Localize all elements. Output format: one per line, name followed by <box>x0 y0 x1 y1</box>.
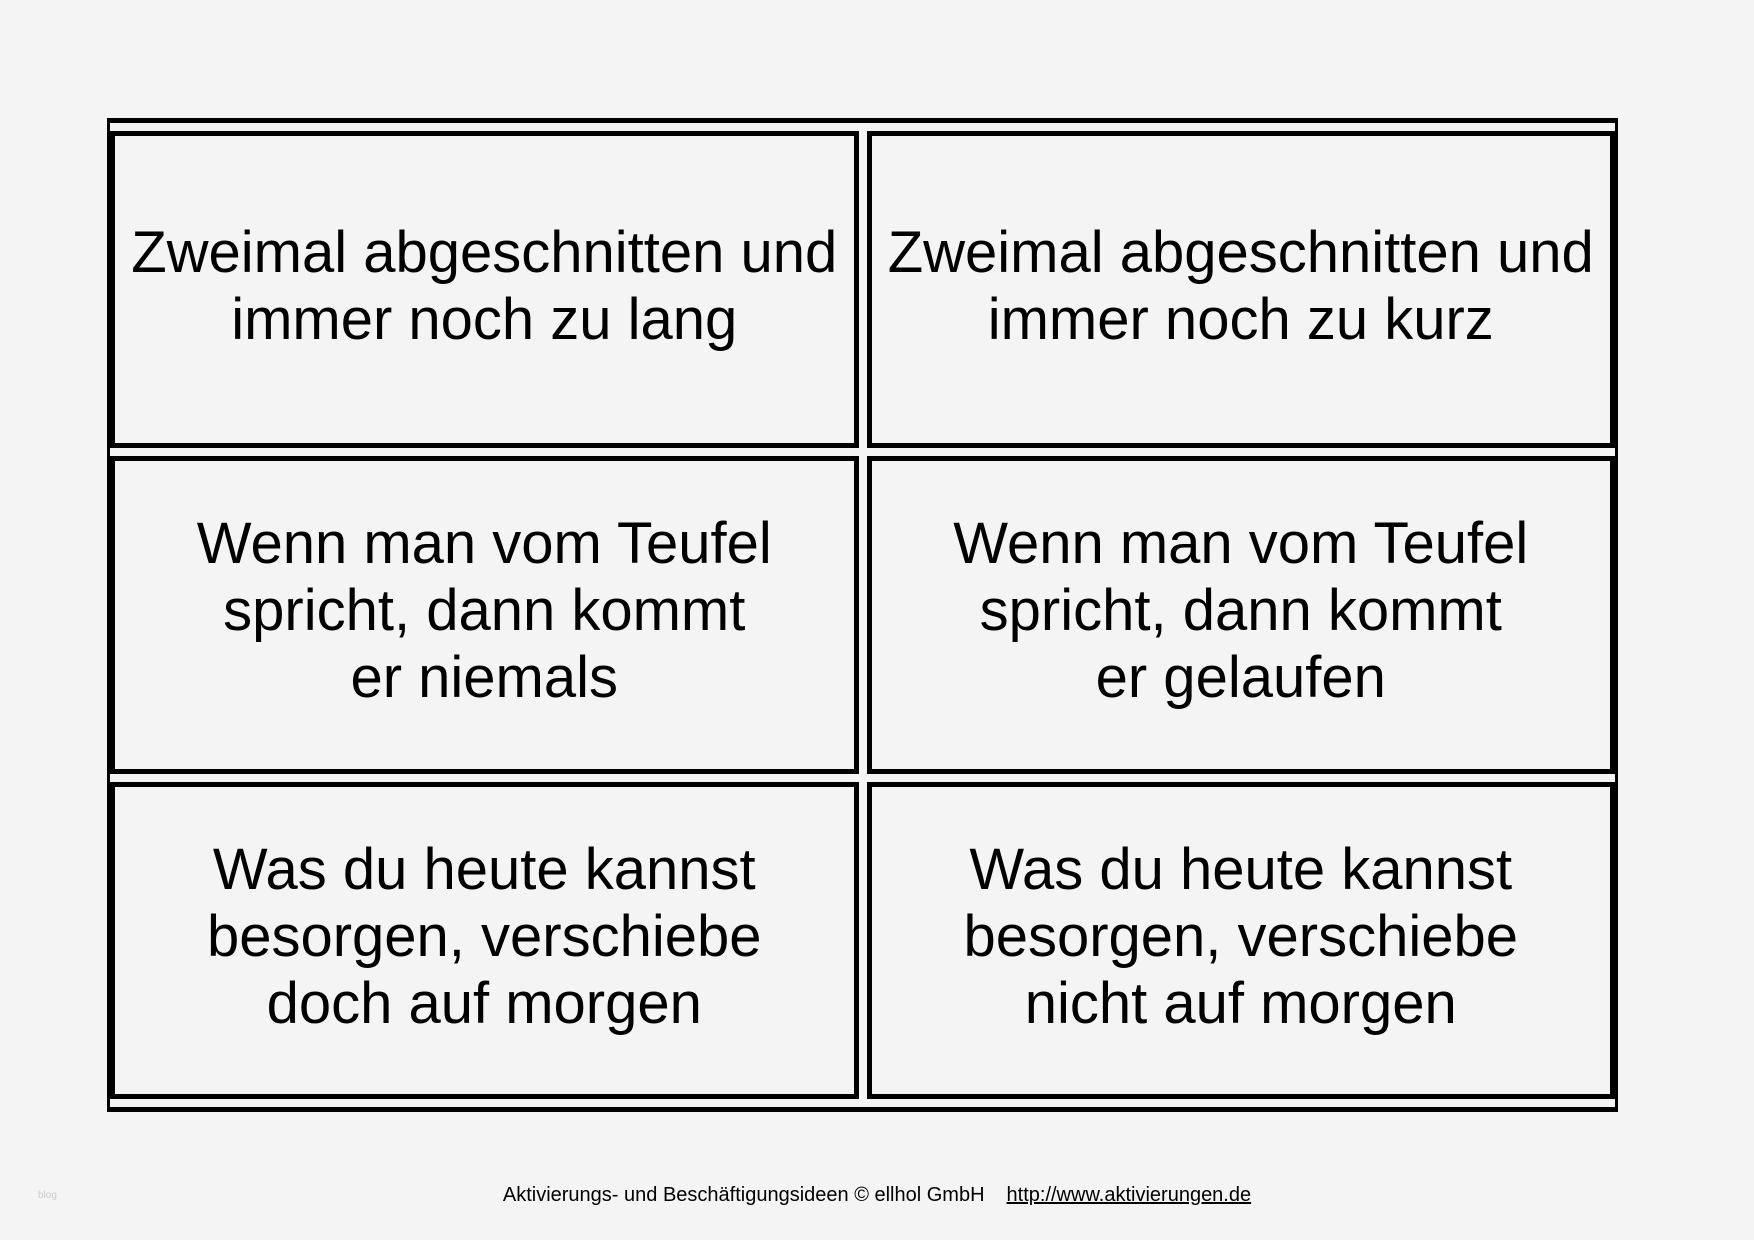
outer-right-line <box>1615 118 1618 1112</box>
watermark: blog <box>38 1190 57 1201</box>
outer-top-line <box>107 118 1618 123</box>
outer-bottom-line <box>107 1107 1618 1112</box>
card: Zweimal abgeschnitten und immer noch zu … <box>866 131 1615 449</box>
card: Was du heute kannst besorgen, verschiebe… <box>110 781 859 1099</box>
card-text: Zweimal abgeschnitten und immer noch zu … <box>131 219 838 352</box>
footer-link[interactable]: http://www.aktivierungen.de <box>1006 1184 1252 1206</box>
card: Was du heute kannst besorgen, verschiebe… <box>866 781 1615 1099</box>
card-text: Zweimal abgeschnitten und immer noch zu … <box>887 219 1594 352</box>
card-text: Was du heute kannst besorgen, verschiebe… <box>206 836 762 1036</box>
footer-copyright: Aktivierungs- und Beschäftigungsideen © … <box>502 1184 985 1206</box>
card: Wenn man vom Teufel spricht, dann kommt … <box>110 456 859 774</box>
card: Zweimal abgeschnitten und immer noch zu … <box>110 131 859 449</box>
footer: Aktivierungs- und Beschäftigungsideen © … <box>0 1184 1754 1207</box>
card-text: Was du heute kannst besorgen, verschiebe… <box>963 836 1519 1036</box>
outer-left-line <box>107 118 110 1112</box>
card: Wenn man vom Teufel spricht, dann kommt … <box>866 456 1615 774</box>
card-grid: Zweimal abgeschnitten und immer noch zu … <box>110 131 1615 1099</box>
card-text: Wenn man vom Teufel spricht, dann kommt … <box>953 511 1529 711</box>
card-text: Wenn man vom Teufel spricht, dann kommt … <box>196 511 772 711</box>
